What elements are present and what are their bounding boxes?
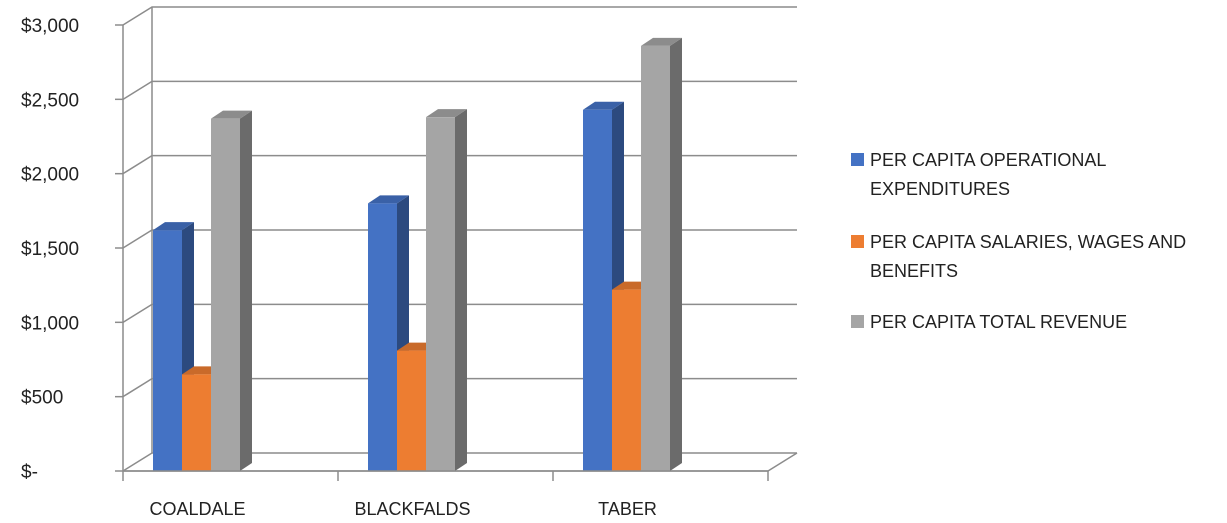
bar-front	[211, 118, 240, 471]
gridline	[122, 303, 797, 323]
gridline	[122, 377, 797, 398]
gridline	[122, 229, 797, 249]
legend-swatch	[851, 315, 864, 328]
bar-front	[397, 350, 426, 471]
bar-top	[426, 109, 467, 118]
gridline	[122, 154, 797, 175]
legend-swatch	[851, 235, 864, 248]
bar-front	[182, 374, 211, 471]
bar-front	[153, 230, 182, 471]
y-tick-label: $2,000	[21, 165, 79, 186]
bar-front	[426, 117, 455, 471]
y-tick-label: $2,500	[21, 90, 79, 111]
category-label: BLACKFALDS	[354, 499, 470, 519]
x-axis: COALDALE BLACKFALDS TABER	[122, 470, 769, 519]
legend-label: PER CAPITA OPERATIONAL EXPENDITURES	[870, 150, 1106, 199]
category-label: COALDALE	[149, 499, 245, 519]
gridline	[122, 452, 797, 472]
bar	[211, 110, 252, 471]
y-tick-label: $500	[21, 388, 63, 409]
bar-side	[240, 110, 252, 471]
legend-item: PER CAPITA OPERATIONAL EXPENDITURES	[851, 150, 1106, 199]
bar-top	[153, 222, 194, 231]
y-tick-label: $-	[21, 462, 38, 483]
bar	[641, 37, 682, 472]
legend-item: PER CAPITA SALARIES, WAGES AND BENEFITS	[851, 232, 1186, 281]
legend: PER CAPITA OPERATIONAL EXPENDITURES PER CA…	[851, 150, 1186, 332]
gridline	[122, 80, 797, 100]
bar-top	[641, 37, 682, 46]
bar-front	[612, 289, 641, 471]
legend-item: PER CAPITA TOTAL REVENUE	[851, 312, 1127, 332]
bars	[153, 37, 682, 472]
gridlines	[122, 6, 797, 472]
y-tick-label: $1,500	[21, 239, 79, 260]
bar-top	[211, 110, 252, 119]
legend-swatch	[851, 153, 864, 166]
gridline	[122, 6, 797, 26]
y-tick-label: $1,000	[21, 313, 79, 334]
bar-front	[583, 109, 612, 472]
bar-side	[455, 109, 467, 471]
y-axis-ticks: $- $500 $1,000 $1,500 $2,000 $2,500 $3,000	[21, 16, 123, 483]
category-label: TABER	[598, 499, 657, 519]
legend-label: PER CAPITA SALARIES, WAGES AND BENEFITS	[870, 232, 1186, 281]
bar-side	[670, 37, 682, 472]
bar-front	[641, 45, 670, 472]
legend-label: PER CAPITA TOTAL REVENUE	[870, 312, 1127, 332]
bar	[426, 109, 467, 471]
y-tick-label: $3,000	[21, 16, 79, 37]
bar-top	[368, 195, 409, 204]
bar-front	[368, 203, 397, 471]
bar-top	[583, 101, 624, 110]
